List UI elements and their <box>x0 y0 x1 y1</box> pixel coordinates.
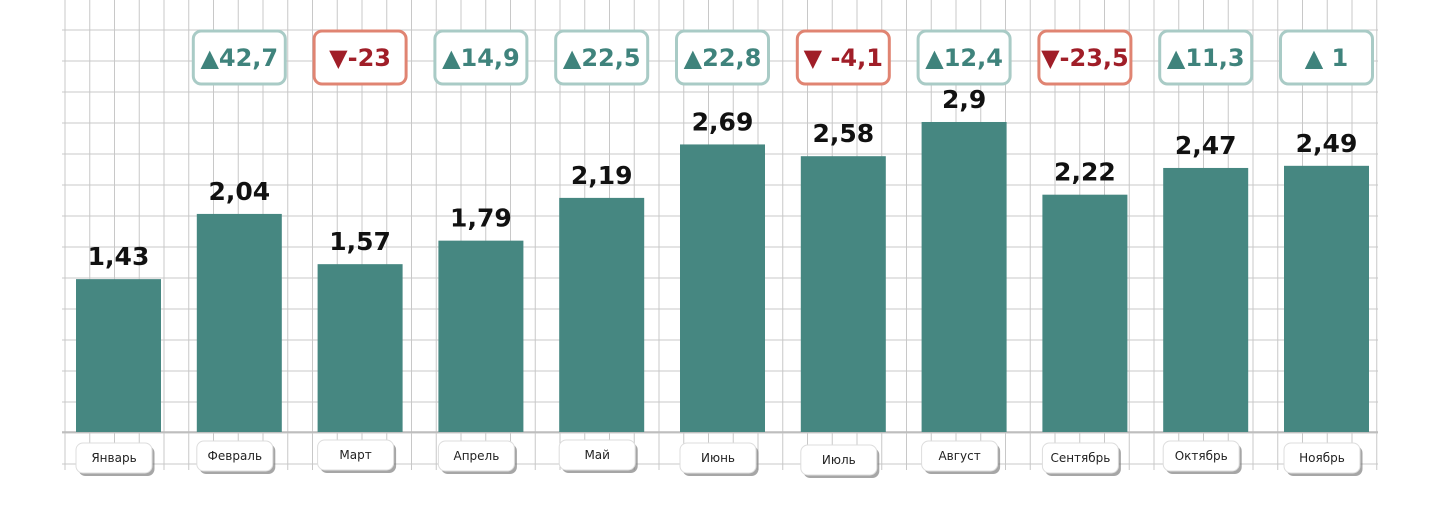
category-label-box <box>437 440 515 472</box>
change-label: ▲42,7 <box>200 44 278 72</box>
category-label: Ноябрь <box>1299 451 1345 465</box>
category-label-box <box>558 439 636 471</box>
bar <box>1284 165 1369 432</box>
category-label-box <box>1162 440 1240 472</box>
change-label: ▲22,5 <box>563 44 641 72</box>
data-label: 2,04 <box>208 177 270 206</box>
bar <box>76 279 161 432</box>
category-label: Июль <box>822 453 856 467</box>
bar <box>921 121 1007 433</box>
change-label: ▼ -4,1 <box>804 44 883 72</box>
category-label-box <box>196 440 274 472</box>
change-badge <box>1279 29 1374 86</box>
bar <box>1163 167 1249 432</box>
bar <box>800 156 886 432</box>
category-label-box <box>800 444 878 476</box>
change-label: ▲14,9 <box>442 44 520 72</box>
data-label: 1,43 <box>88 242 150 271</box>
change-label: ▼-23 <box>329 44 391 72</box>
change-badge <box>312 29 408 86</box>
change-label: ▲ 1 <box>1305 44 1349 72</box>
bar <box>196 213 282 432</box>
category-label: Май <box>584 448 610 462</box>
category-label: Январь <box>91 451 136 465</box>
change-badge <box>916 29 1012 86</box>
data-label: 2,22 <box>1054 158 1116 187</box>
category-label-box <box>1041 442 1119 474</box>
category-label: Февраль <box>208 449 263 463</box>
change-badge <box>795 29 891 86</box>
category-label: Апрель <box>454 449 500 463</box>
change-badge <box>433 29 529 86</box>
category-label-box <box>317 439 395 471</box>
data-label: 1,57 <box>329 227 391 256</box>
data-label: 2,47 <box>1175 131 1237 160</box>
change-label: ▼-23,5 <box>1041 44 1129 72</box>
bar <box>680 144 765 432</box>
change-label: ▲12,4 <box>925 44 1003 72</box>
category-label-box <box>921 440 999 472</box>
data-label: 2,49 <box>1296 129 1358 158</box>
data-label: 2,58 <box>812 119 874 148</box>
change-badge <box>675 29 770 86</box>
category-label-box <box>75 442 153 474</box>
value-labels-group: 1,43 2,04 1,57 1,79 2,19 2,69 2,58 2,9 2,22 2,47 2… <box>88 85 1358 271</box>
change-label: ▲22,8 <box>684 44 762 72</box>
category-label: Март <box>339 448 371 462</box>
category-label-box <box>1283 442 1361 474</box>
category-label: Сентябрь <box>1050 451 1110 465</box>
category-label: Октябрь <box>1175 449 1228 463</box>
data-label: 2,9 <box>942 85 986 114</box>
change-label: ▲11,3 <box>1167 44 1245 72</box>
change-badge <box>1158 29 1254 86</box>
category-label-box <box>679 442 757 474</box>
change-badge <box>1037 29 1133 86</box>
bar <box>317 264 403 432</box>
bars-group <box>76 121 1369 433</box>
change-badges-group: ▲42,7 ▼-23 ▲14,9 ▲22,5 ▲22,8 ▼ -4,1 ▲12,4 ▼-23,… <box>191 29 1374 86</box>
data-label: 2,19 <box>571 161 633 190</box>
data-label: 2,69 <box>692 107 754 136</box>
bar <box>559 197 645 432</box>
change-badge <box>554 29 650 86</box>
category-label: Июнь <box>701 451 735 465</box>
data-label: 1,79 <box>450 204 512 233</box>
category-labels-group: Январь Февраль Март Апрель Май Июнь Июль Август… <box>75 439 1363 478</box>
category-label: Август <box>938 449 980 463</box>
change-badge <box>191 29 287 86</box>
bar <box>1042 194 1128 432</box>
bar <box>438 240 524 432</box>
